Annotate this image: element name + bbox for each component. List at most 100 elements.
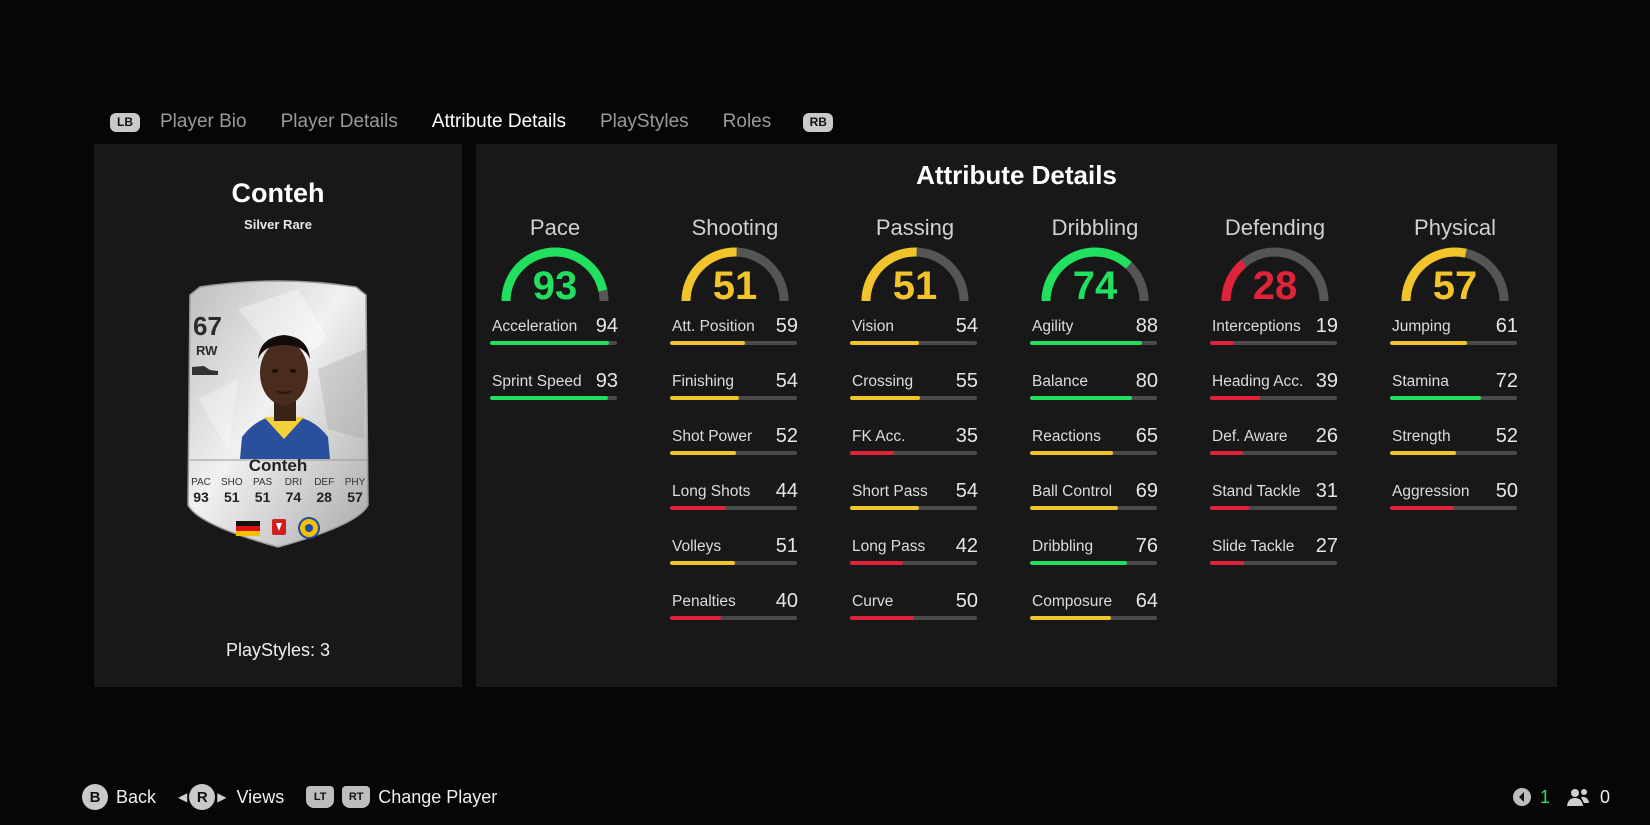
stat-bar-fill <box>1390 506 1454 510</box>
stat-bar-fill <box>1030 616 1112 620</box>
stat-value: 31 <box>1315 480 1338 502</box>
nation-flag-icon <box>236 520 260 536</box>
stat-name: Heading Acc. <box>1212 373 1304 390</box>
club-crest-icon <box>298 517 320 539</box>
stat-row: Ball Control 69 <box>1030 480 1160 538</box>
card-stat-pas: PAS 51 <box>252 477 273 505</box>
notification-count: 1 <box>1539 786 1550 807</box>
stat-row: Penalties 40 <box>670 590 800 648</box>
stat-bar <box>1030 396 1157 400</box>
stat-bar <box>850 451 977 455</box>
b-button-icon[interactable]: B <box>82 784 108 810</box>
tab-player-details[interactable]: Player Details <box>280 111 398 132</box>
stat-row: Acceleration 94 <box>490 315 620 373</box>
stat-name: Volleys <box>672 538 722 555</box>
stat-bar-fill <box>1030 396 1132 400</box>
stat-bar <box>1030 506 1157 510</box>
stat-bar-fill <box>1390 341 1468 345</box>
stat-bar <box>670 616 797 620</box>
player-photo <box>240 335 330 459</box>
category-title: Physical <box>1414 215 1496 240</box>
category-gauge: 51 <box>680 246 790 308</box>
friends-count: 0 <box>1599 786 1610 807</box>
stat-value: 50 <box>1495 480 1518 502</box>
tab-player-bio[interactable]: Player Bio <box>160 111 247 132</box>
stat-bar-fill <box>1210 506 1250 510</box>
stat-bar <box>1210 561 1337 565</box>
stat-bar-fill <box>1390 396 1482 400</box>
tab-roles[interactable]: Roles <box>722 111 772 132</box>
stat-value: 93 <box>595 370 618 392</box>
stat-bar <box>670 506 797 510</box>
stat-bar <box>1210 506 1337 510</box>
stat-name: Penalties <box>672 593 736 610</box>
tab-attribute-details[interactable]: Attribute Details <box>431 111 566 132</box>
stat-name: Stamina <box>1392 373 1449 390</box>
category-gauge: 74 <box>1040 246 1150 308</box>
stat-value: 64 <box>1135 590 1158 612</box>
stat-bar <box>850 561 977 565</box>
stat-row: Interceptions 19 <box>1210 315 1340 373</box>
rb-button-icon[interactable]: RB <box>803 112 834 132</box>
stat-bar <box>1210 396 1337 400</box>
category-value: 28 <box>1252 264 1298 308</box>
tab-bar: LB Player Bio Player Details Attribute D… <box>110 108 834 136</box>
gauge-fill <box>681 247 789 302</box>
back-label[interactable]: Back <box>116 786 157 807</box>
stat-bar-fill <box>1030 561 1127 565</box>
stat-bar <box>1210 451 1337 455</box>
stat-value: 26 <box>1315 425 1338 447</box>
card-stat-def: DEF 28 <box>314 477 335 505</box>
stat-bar-fill <box>670 341 745 345</box>
stat-value: 55 <box>955 370 978 392</box>
stat-bar <box>670 396 797 400</box>
rt-trigger-icon[interactable]: RT <box>342 786 371 808</box>
stat-row: Crossing 55 <box>850 370 980 428</box>
stat-row: Shot Power 52 <box>670 425 800 483</box>
lb-button-icon[interactable]: LB <box>110 112 140 132</box>
stat-bar-fill <box>1210 341 1235 345</box>
stat-row: Sprint Speed 93 <box>490 370 620 428</box>
stat-bar <box>1390 506 1517 510</box>
stat-value: 42 <box>955 535 978 557</box>
stat-value: 65 <box>1135 425 1158 447</box>
change-player-label[interactable]: Change Player <box>378 786 498 807</box>
r-stick-icon[interactable]: R <box>189 784 216 810</box>
stat-name: Short Pass <box>852 483 928 500</box>
stat-bar <box>670 451 797 455</box>
stat-value: 27 <box>1315 535 1338 557</box>
stat-name: Def. Aware <box>1212 428 1288 445</box>
stat-row: Composure 64 <box>1030 590 1160 648</box>
views-label[interactable]: Views <box>236 786 285 807</box>
card-stat-pac: PAC 93 <box>191 477 211 505</box>
stat-row: Finishing 54 <box>670 370 800 428</box>
playstyles-count: PlayStyles: 3 <box>225 640 331 660</box>
stat-bar <box>1210 341 1337 345</box>
stat-value: 51 <box>775 535 798 557</box>
stat-value: 80 <box>1135 370 1158 392</box>
stat-row: Reactions 65 <box>1030 425 1160 483</box>
stat-bar-fill <box>670 506 726 510</box>
arrow-left-icon: ◀ <box>178 790 188 804</box>
stat-bar-fill <box>850 561 904 565</box>
stat-row: Volleys 51 <box>670 535 800 593</box>
tab-playstyles[interactable]: PlayStyles <box>599 111 689 132</box>
status-counters: 1 0 <box>1512 784 1610 810</box>
stat-value: 59 <box>775 315 798 337</box>
stat-name: Att. Position <box>672 318 755 335</box>
lt-trigger-icon[interactable]: LT <box>306 786 335 808</box>
player-rarity: Silver Rare <box>244 217 312 232</box>
stat-value: 52 <box>775 425 798 447</box>
stat-name: Long Pass <box>852 538 926 555</box>
stat-value: 40 <box>775 590 798 612</box>
stat-bar <box>1390 341 1517 345</box>
stat-row: Def. Aware 26 <box>1210 425 1340 483</box>
stat-row: Strength 52 <box>1390 425 1520 483</box>
stat-name: Vision <box>852 318 894 335</box>
stat-bar-fill <box>1030 451 1113 455</box>
stat-name: Long Shots <box>672 483 751 500</box>
gauge-fill <box>1041 247 1149 302</box>
stat-row: Vision 54 <box>850 315 980 373</box>
card-rating: 67 <box>193 311 222 341</box>
stat-bar-fill <box>670 616 721 620</box>
